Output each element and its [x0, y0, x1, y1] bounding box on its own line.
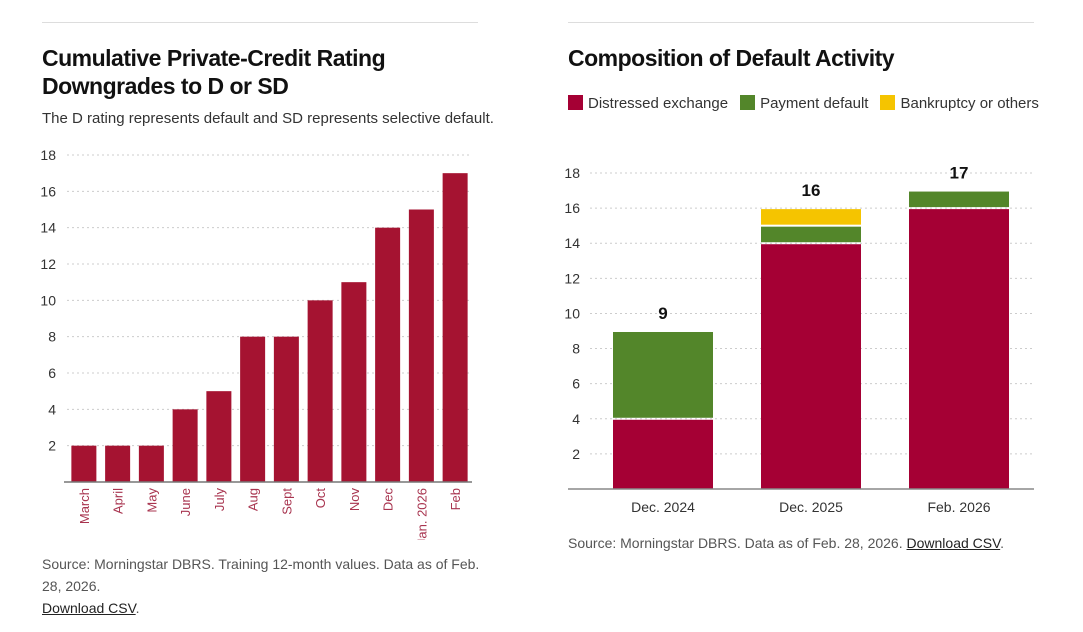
bar-segment	[613, 332, 713, 418]
x-tick-label: Oct	[313, 488, 328, 509]
x-tick-label: Jan. 2026	[414, 488, 429, 540]
legend-swatch	[568, 95, 583, 110]
y-tick-label: 18	[564, 165, 580, 181]
legend-item: Bankruptcy or others	[880, 95, 1039, 112]
bar-segment	[761, 209, 861, 225]
top-rule-left	[42, 22, 478, 23]
y-tick-label: 6	[48, 365, 56, 381]
y-tick-label: 10	[40, 292, 56, 308]
chart1-title: Cumulative Private-Credit Rating Downgra…	[42, 45, 386, 99]
bar	[408, 209, 434, 482]
y-tick-label: 12	[564, 270, 580, 286]
x-tick-label: March	[77, 488, 92, 524]
bar	[172, 409, 198, 482]
chart2-source: Source: Morningstar DBRS. Data as of Feb…	[568, 535, 1005, 551]
x-tick-label: May	[144, 488, 159, 513]
chart2-legend: Distressed exchange Payment default Bankru…	[568, 95, 1039, 112]
y-tick-label: 6	[572, 376, 580, 392]
y-tick-label: 14	[40, 220, 56, 236]
bar	[105, 445, 131, 482]
y-tick-label: 10	[564, 305, 580, 321]
legend-item: Payment default	[740, 95, 868, 112]
x-tick-label: July	[212, 488, 227, 512]
y-tick-label: 2	[48, 438, 56, 454]
legend-label: Distressed exchange	[588, 95, 729, 112]
y-tick-label: 2	[572, 446, 580, 462]
bar	[206, 391, 232, 482]
y-tick-label: 8	[48, 329, 56, 345]
legend-swatch	[740, 95, 756, 110]
chart2-source-text: Source: Morningstar DBRS. Data as of Feb…	[568, 535, 903, 551]
legend-label: Payment default	[760, 95, 869, 112]
bar	[71, 445, 97, 482]
bar	[307, 300, 333, 482]
x-tick-label: June	[178, 488, 193, 516]
chart1-source-text: Source: Morningstar DBRS. Training 12-mo…	[42, 556, 480, 594]
bar	[375, 227, 401, 482]
chart2-title: Composition of Default Activity	[568, 45, 895, 71]
chart1-download-link[interactable]: Download CSV	[42, 600, 136, 616]
bar-segment	[761, 226, 861, 243]
bar	[442, 173, 468, 482]
bar-segment	[909, 191, 1009, 208]
bar-segment	[613, 419, 713, 489]
x-tick-label: Aug	[246, 488, 261, 511]
y-tick-label: 8	[572, 341, 580, 357]
x-tick-label: April	[111, 488, 126, 514]
y-tick-label: 4	[572, 411, 580, 427]
chart2-plot: 2 4 6 8 10 12 14 16 18 9 Dec. 2024 16 Dec. 2025 17 Feb…	[564, 164, 1034, 515]
chart2-download-link[interactable]: Download CSV	[906, 535, 1001, 551]
y-tick-label: 4	[48, 401, 56, 417]
x-tick-label: Dec. 2025	[779, 499, 843, 515]
x-tick-label: Nov	[347, 488, 362, 512]
x-tick-label: Feb	[448, 488, 463, 510]
y-tick-label: 16	[564, 200, 580, 216]
bar	[341, 282, 367, 482]
bar	[240, 336, 266, 482]
legend-item: Distressed exchange	[568, 95, 728, 112]
bar-segment	[909, 209, 1009, 489]
x-tick-label: Sept	[279, 488, 294, 515]
x-tick-label: Dec	[381, 488, 396, 512]
top-rule-right	[568, 22, 1034, 23]
total-label: 16	[802, 181, 821, 200]
bar	[273, 336, 299, 482]
y-tick-label: 14	[564, 235, 580, 251]
total-label: 17	[950, 164, 969, 183]
bar	[138, 445, 164, 482]
x-tick-label: Dec. 2024	[631, 499, 695, 515]
x-tick-label: Feb. 2026	[927, 499, 990, 515]
total-label: 9	[658, 304, 667, 323]
legend-swatch	[880, 95, 896, 110]
y-tick-label: 12	[40, 256, 56, 272]
chart1-subtitle: The D rating represents default and SD r…	[42, 110, 494, 127]
y-tick-label: 16	[40, 183, 56, 199]
chart1-source: Source: Morningstar DBRS. Training 12-mo…	[42, 556, 480, 616]
legend-label: Bankruptcy or others	[900, 95, 1039, 112]
y-tick-label: 18	[40, 147, 56, 163]
bar-segment	[761, 244, 861, 489]
chart1-plot: 2 4 6 8 10 12 14 16 18 March April May June July Aug Se…	[40, 147, 472, 540]
